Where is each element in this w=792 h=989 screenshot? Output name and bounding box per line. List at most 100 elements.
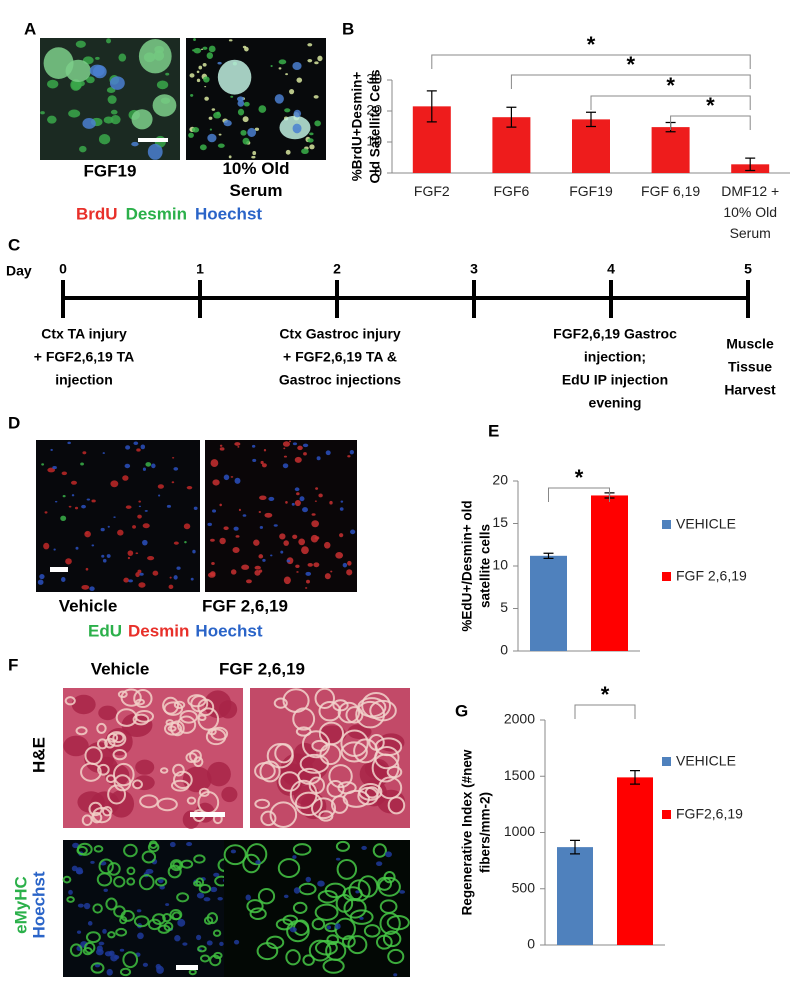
y-tick-label: 0: [527, 936, 535, 952]
micrograph-cell: [299, 496, 305, 502]
micrograph-cell: [106, 968, 113, 976]
micrograph-cell: [135, 572, 140, 578]
micrograph-cell: [359, 916, 364, 920]
micrograph-cell: [76, 845, 88, 856]
panel-label: B: [342, 19, 354, 38]
micrograph-cell: [353, 738, 379, 764]
micrograph-cell: [206, 761, 231, 787]
micrograph-cell: [196, 70, 200, 74]
micrograph-cell: [179, 710, 198, 724]
panel-label: A: [24, 19, 36, 38]
micrograph-cell: [189, 73, 195, 78]
micrograph-cell: [110, 954, 118, 962]
micrograph-cell: [98, 705, 118, 721]
micrograph-cell: [235, 535, 240, 538]
micrograph-cell: [199, 954, 211, 963]
micrograph-cell: [346, 569, 353, 576]
micrograph-cell: [260, 810, 277, 827]
micrograph-cell: [207, 133, 217, 143]
stain-label: Desmin: [126, 204, 187, 223]
micrograph-cell: [142, 962, 149, 967]
micrograph-cell: [41, 463, 45, 466]
micrograph-cell: [63, 735, 89, 757]
micrograph-cell: [68, 889, 73, 895]
micrograph-cell: [85, 567, 89, 571]
micrograph-cell: [347, 455, 351, 458]
micrograph-cell: [127, 556, 131, 560]
micrograph-cell: [289, 88, 295, 95]
micrograph-cell: [102, 928, 107, 934]
micrograph-cell: [127, 550, 134, 556]
micrograph-cell: [210, 538, 215, 542]
micrograph-cell: [296, 571, 299, 573]
micrograph-cell: [198, 65, 203, 70]
y-tick-label: 2000: [504, 711, 535, 727]
micrograph-cell: [196, 78, 201, 83]
micrograph-cell: [103, 116, 114, 124]
scale-bar: [50, 567, 68, 572]
micrograph-cell: [263, 449, 267, 452]
micrograph-cell: [307, 43, 313, 47]
micrograph-cell: [335, 893, 354, 913]
micrograph-cell: [101, 806, 113, 817]
significance-star: *: [706, 93, 715, 118]
micrograph-cell: [123, 843, 138, 858]
micrograph-cell: [113, 875, 126, 888]
micrograph-cell: [314, 939, 338, 956]
micrograph-cell: [170, 720, 185, 737]
micrograph-cell: [292, 707, 316, 731]
micrograph: [205, 440, 357, 592]
micrograph-cell: [230, 569, 237, 575]
micrograph-cell: [330, 795, 349, 814]
micrograph-cell: [296, 77, 303, 83]
micrograph-cell: [103, 888, 108, 892]
scale-bar: [176, 965, 198, 970]
micrograph-cell: [293, 109, 302, 118]
micrograph-cell: [277, 858, 301, 879]
micrograph-cell: [314, 687, 336, 710]
micrograph-cell: [335, 840, 351, 852]
x-tick-label: FGF2: [413, 183, 450, 199]
micrograph-cell: [96, 722, 107, 734]
micrograph-cell: [145, 462, 152, 467]
micrograph-cell: [52, 465, 57, 470]
significance-bracket: [510, 74, 751, 89]
significance-bracket: [590, 95, 751, 110]
timeline-day: 3: [470, 261, 478, 277]
micrograph-cell: [125, 505, 132, 509]
micrograph-cell: [233, 939, 240, 945]
error-bar: [506, 106, 517, 128]
event-text: Gastroc injections: [279, 372, 401, 388]
micrograph-cell: [273, 697, 288, 709]
micrograph-cell: [147, 143, 163, 160]
micrograph-cell: [105, 897, 118, 911]
micrograph-cell: [254, 762, 276, 780]
micrograph-cell: [307, 138, 314, 143]
micrograph-cell: [311, 513, 316, 516]
micrograph-cell: [167, 725, 177, 732]
micrograph-cell: [163, 701, 184, 716]
micrograph-cell: [104, 951, 113, 957]
micrograph-cell: [159, 767, 169, 774]
event-text: injection: [55, 372, 113, 388]
micrograph-cell: [246, 579, 252, 584]
micrograph-cell: [210, 886, 218, 893]
micrograph-cell: [167, 864, 182, 879]
micrograph-cell: [71, 494, 75, 497]
micrograph-cell: [199, 144, 207, 151]
micrograph-cell: [139, 572, 144, 576]
micrograph-cell: [151, 913, 166, 925]
micrograph-cell: [171, 481, 175, 484]
micrograph-cell: [137, 514, 142, 519]
micrograph-cell: [90, 860, 95, 864]
panel-label: C: [8, 235, 20, 254]
micrograph-cell: [53, 548, 56, 551]
micrograph-cell: [289, 779, 318, 809]
micrograph-cell: [176, 892, 190, 903]
micrograph-cell: [292, 534, 298, 539]
significance-star: *: [666, 73, 675, 98]
micrograph-cell: [218, 133, 222, 136]
micrograph-cell: [135, 552, 139, 555]
micrograph-cell: [212, 929, 222, 937]
micrograph-cell: [138, 874, 155, 891]
